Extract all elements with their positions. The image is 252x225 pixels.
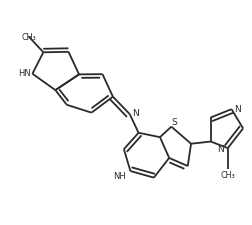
- Text: HN: HN: [18, 69, 30, 78]
- Text: CH₃: CH₃: [219, 170, 234, 179]
- Text: CH₃: CH₃: [21, 33, 36, 42]
- Text: N: N: [216, 145, 223, 154]
- Text: NH: NH: [113, 171, 126, 180]
- Text: N: N: [132, 108, 139, 117]
- Text: N: N: [233, 104, 240, 113]
- Text: S: S: [170, 117, 176, 126]
